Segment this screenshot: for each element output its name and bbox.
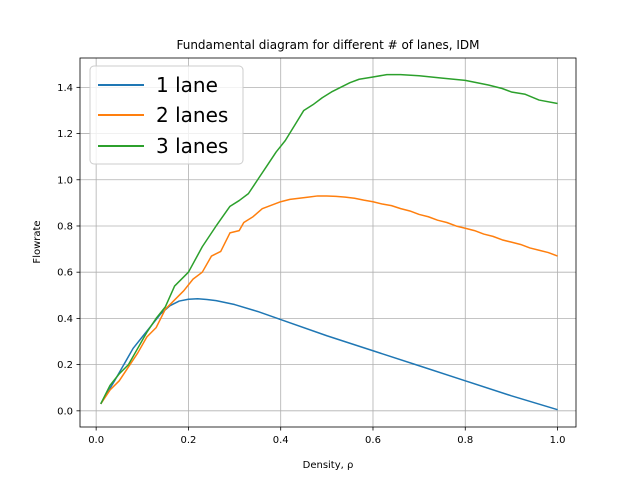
y-tick-label: 0.8	[57, 221, 73, 232]
x-axis-label: Density, ρ	[303, 460, 354, 471]
series-line-1-lane	[100, 298, 558, 411]
chart-title: Fundamental diagram for different # of l…	[176, 38, 479, 52]
legend-box	[89, 65, 244, 165]
series-line-2-lanes	[100, 195, 558, 405]
legend-label-2-lanes: 2 lanes	[156, 103, 228, 127]
y-tick-label: 0.4	[57, 314, 73, 325]
grid-lines	[80, 58, 576, 427]
x-tick-label: 0.0	[88, 435, 104, 446]
x-tick-label: 0.6	[365, 435, 381, 446]
y-tick-label: 0.6	[57, 268, 73, 279]
legend: 1 lane 2 lanes 3 lanes	[89, 65, 244, 165]
y-axis-label: Flowrate	[32, 220, 43, 263]
axis-ticks: 0.0 0.2 0.4 0.6 0.8 1.0 0.0 0.2 0.4 0.6 0.8 1.0 1.2 1…	[57, 83, 565, 446]
x-tick-label: 0.4	[273, 435, 289, 446]
legend-label-3-lanes: 3 lanes	[156, 134, 228, 158]
legend-label-1-lane: 1 lane	[156, 73, 218, 97]
plot-frame	[79, 57, 577, 428]
x-tick-label: 1.0	[550, 435, 566, 446]
y-tick-label: 1.4	[57, 83, 73, 94]
series-line-3-lanes	[100, 73, 558, 405]
y-tick-label: 1.2	[57, 129, 73, 140]
series-lines	[100, 73, 558, 411]
y-tick-label: 1.0	[57, 175, 73, 186]
x-tick-label: 0.8	[457, 435, 473, 446]
y-tick-label: 0.0	[57, 406, 73, 417]
y-tick-label: 0.2	[57, 360, 73, 371]
x-tick-label: 0.2	[180, 435, 196, 446]
